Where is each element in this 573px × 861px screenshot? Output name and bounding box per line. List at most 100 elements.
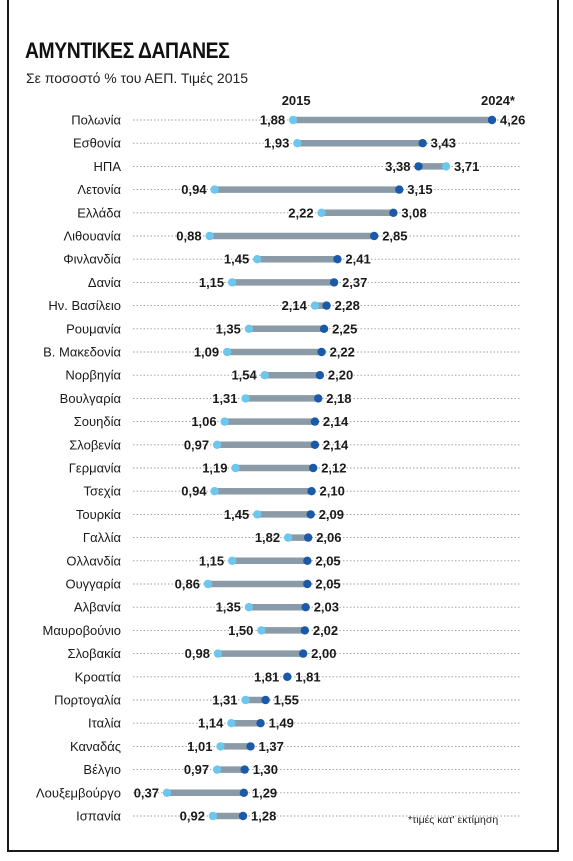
category-label: Λιθουανία [63,229,121,244]
category-label: Ολλανδία [66,553,121,568]
category-label: Ισπανία [76,809,121,824]
value-label-high: 2,05 [315,577,340,592]
value-label-high: 2,09 [319,507,344,522]
dot-2024 [261,695,270,705]
value-label-low: 0,98 [185,646,210,661]
dot-2024 [395,185,404,194]
value-label-low: 1,09 [194,345,219,360]
value-label-high: 2,10 [320,484,345,499]
dot-2024 [310,417,320,426]
value-label-low: 1,35 [216,321,241,336]
value-label-high: 2,20 [328,368,353,383]
category-label: Ουγγαρία [65,577,121,592]
category-label: Γερμανία [69,461,122,476]
value-label-high: 2,85 [382,229,407,244]
dot-2024 [303,556,312,565]
chart-title: ΑΜΥΝΤΙΚΕΣ ΔΑΠΑΝΕΣ [25,38,230,63]
category-label: Ελλάδα [77,205,121,220]
dot-2015 [283,533,293,542]
value-label-high: 1,29 [252,785,277,800]
category-label: Τουρκία [76,507,122,522]
value-label-low: 0,86 [175,577,200,592]
dot-2024 [283,672,292,681]
chart-subtitle: Σε ποσοστό % του ΑΕΠ. Τιμές 2015 [26,70,249,86]
dot-2015 [244,324,254,333]
dot-2024 [303,579,312,589]
column-header-2024: 2024* [481,93,516,108]
value-label-high: 2,14 [323,437,349,452]
dot-2015 [203,579,213,589]
category-label: Αλβανία [74,600,122,615]
value-label-high: 2,18 [326,391,351,406]
category-label: Σλοβακία [68,646,122,661]
dot-2015 [216,742,225,751]
category-label: Λουξεμβούργο [36,785,121,800]
value-label-high: 4,26 [500,113,525,128]
dot-2015 [288,115,298,125]
value-label-low: 0,94 [181,182,207,197]
value-label-high: 2,14 [323,414,349,429]
dot-2024 [487,115,497,125]
dot-2015 [212,765,222,774]
category-label: Μαυροβούνιο [42,623,121,638]
dot-2015 [244,603,254,612]
category-label: Σουηδία [74,414,122,429]
dot-2015 [253,510,262,519]
value-label-low: 1,15 [199,275,224,290]
dot-2015 [210,487,219,496]
value-label-low: 1,82 [255,530,280,545]
dot-2024 [300,626,310,635]
dot-2015 [257,626,266,635]
dot-2024 [414,162,423,171]
dot-2024 [333,255,342,264]
dot-2024 [256,719,265,728]
value-label-high: 1,49 [269,716,294,731]
category-label: Ρουμανία [66,321,121,336]
value-label-low: 1,93 [264,136,289,151]
dot-2024 [240,765,249,774]
dot-2024 [329,278,339,287]
category-label: Βουλγαρία [60,391,122,406]
dot-2024 [315,371,325,380]
value-label-high: 2,03 [314,600,339,615]
value-label-high: 3,71 [454,159,479,174]
dot-2015 [205,231,214,241]
value-label-low: 1,35 [216,600,241,615]
dot-2015 [241,695,250,705]
value-label-high: 2,22 [330,345,355,360]
dot-2024 [303,533,313,542]
value-label-high: 3,43 [431,136,456,151]
value-label-low: 1,81 [254,669,279,684]
dot-2015 [222,347,232,357]
dot-2015 [213,649,223,658]
dot-2024 [319,324,329,333]
value-label-high: 2,00 [311,646,336,661]
category-label: Νορβηγία [65,368,121,383]
category-label: Γαλλία [83,530,122,545]
value-label-low: 1,45 [224,252,249,267]
category-label: Λετονία [77,182,121,197]
dot-2015 [310,301,320,310]
value-label-high: 2,37 [342,275,367,290]
category-label: Πορτογαλία [54,693,121,708]
value-label-high: 2,12 [321,461,346,476]
category-label: Δανία [88,275,122,290]
value-label-low: 1,31 [212,693,237,708]
dot-2024 [238,811,248,821]
category-label: Τσεχία [83,484,121,499]
value-label-low: 0,97 [184,762,209,777]
category-label: Εσθονία [73,136,122,151]
category-label: Σλοβενία [69,437,121,452]
value-label-low: 1,31 [212,391,237,406]
dot-2015 [293,139,302,148]
category-label: Ην. Βασίλειο [48,298,121,313]
value-label-high: 1,30 [253,762,278,777]
dot-2024 [322,301,331,310]
value-label-low: 1,14 [198,716,224,731]
dot-2024 [418,139,427,148]
dot-2024 [246,742,255,751]
value-label-high: 1,37 [259,739,284,754]
value-label-low: 0,92 [180,809,205,824]
value-label-low: 0,37 [134,785,159,800]
dot-2024 [389,208,398,217]
